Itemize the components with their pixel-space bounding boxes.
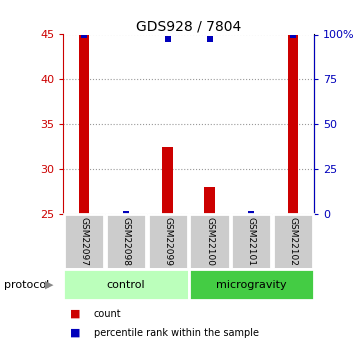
Text: control: control (106, 280, 145, 289)
Bar (79, 34, 89, 214)
Text: ■: ■ (70, 309, 81, 319)
Text: ■: ■ (70, 328, 81, 338)
Bar (273, 214, 313, 269)
Text: GSM22098: GSM22098 (121, 217, 130, 266)
Text: microgravity: microgravity (216, 280, 287, 289)
Bar (64, 214, 104, 269)
Text: protocol: protocol (4, 280, 49, 289)
Bar (288, 34, 299, 214)
Title: GDS928 / 7804: GDS928 / 7804 (136, 19, 241, 33)
Bar (148, 214, 188, 269)
Text: GSM22101: GSM22101 (247, 217, 256, 266)
Text: GSM22099: GSM22099 (163, 217, 172, 266)
Text: percentile rank within the sample: percentile rank within the sample (94, 328, 259, 338)
Bar (63, 269, 188, 300)
Text: GSM22097: GSM22097 (79, 217, 88, 266)
Bar (231, 214, 271, 269)
Text: GSM22100: GSM22100 (205, 217, 214, 266)
Bar (190, 214, 230, 269)
Bar (204, 187, 215, 214)
Bar (188, 269, 314, 300)
Text: count: count (94, 309, 122, 319)
Text: GSM22102: GSM22102 (289, 217, 298, 266)
Bar (162, 147, 173, 214)
Bar (106, 214, 146, 269)
Text: ▶: ▶ (44, 280, 53, 289)
